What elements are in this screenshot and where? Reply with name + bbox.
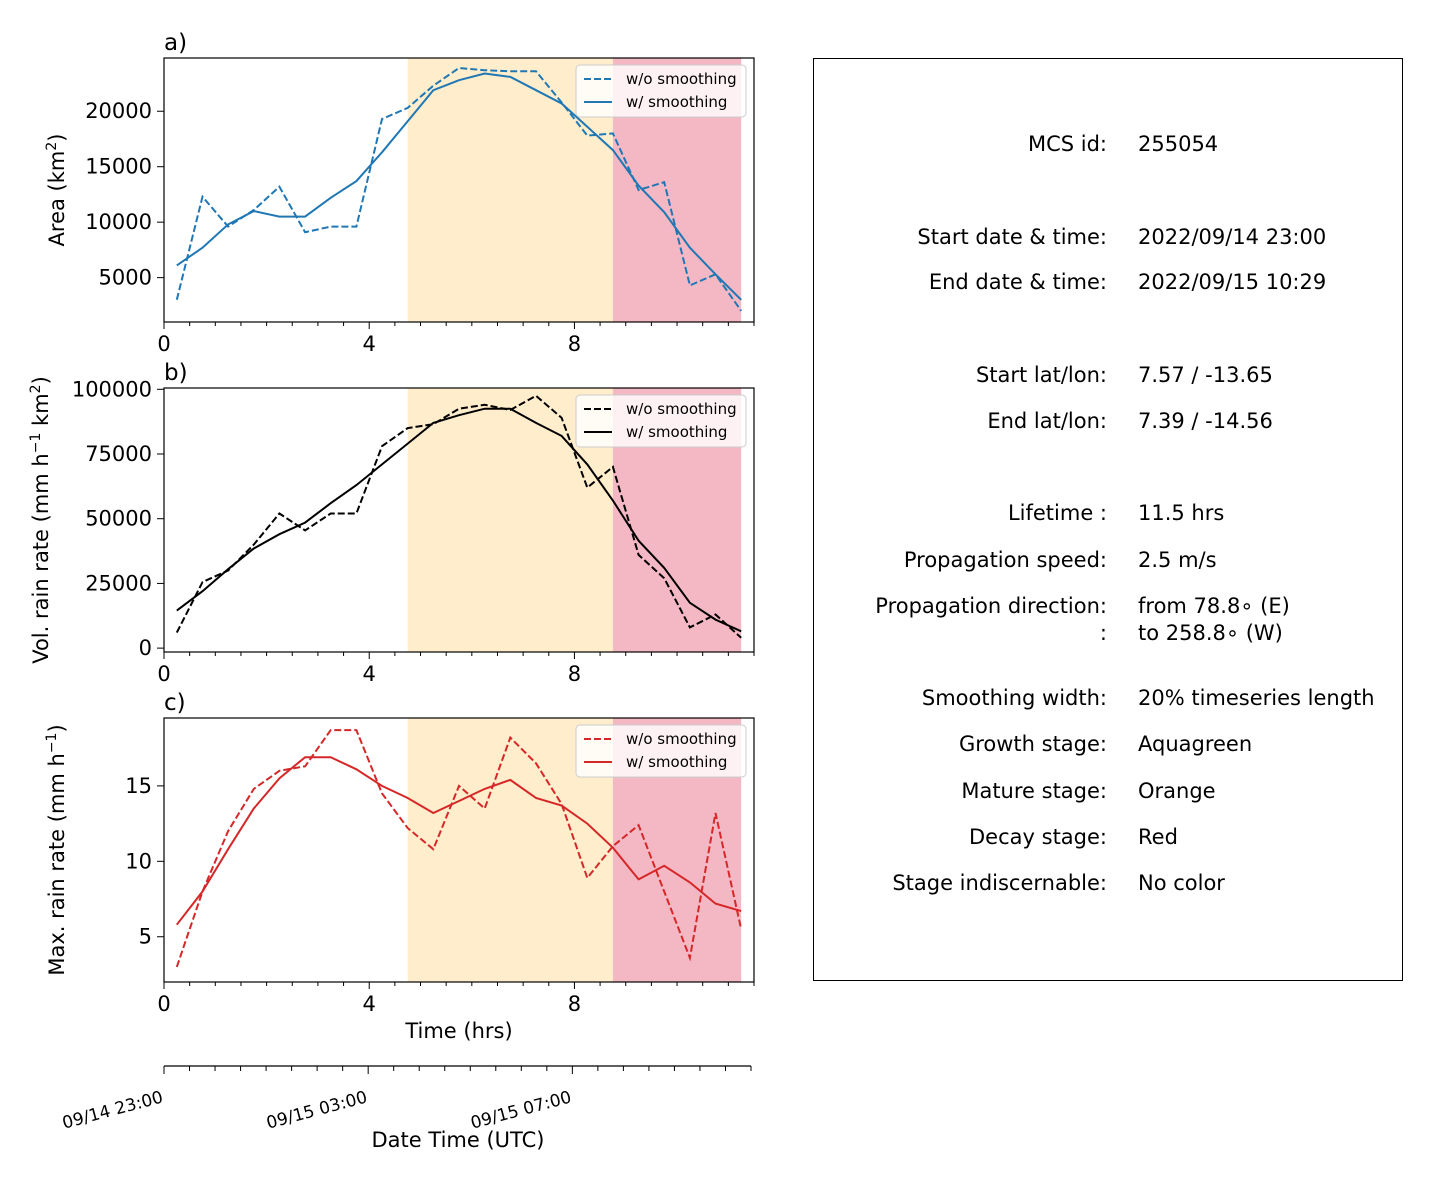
y-tick-label: 10 <box>125 849 152 873</box>
legend-box <box>575 64 747 118</box>
info-value: 2022/09/14 23:00 <box>1138 225 1327 249</box>
info-value: Red <box>1138 825 1178 849</box>
plot-frame <box>163 387 755 653</box>
info-value: to 258.8∘ (W) <box>1138 621 1283 645</box>
legend-box <box>575 394 747 448</box>
legend-entry: w/o smoothing <box>626 400 737 418</box>
datetime-axis-label: Date Time (UTC) <box>372 1128 545 1152</box>
info-value: 2022/09/15 10:29 <box>1138 270 1327 294</box>
y-tick-label: 5000 <box>99 266 152 290</box>
info-value: 7.39 / -14.56 <box>1138 409 1273 433</box>
y-axis-label: Area (km2) <box>44 134 69 247</box>
x-tick-label: 8 <box>568 662 581 686</box>
x-tick-label: 0 <box>157 662 170 686</box>
x-axis-label: Time (hrs) <box>404 1019 512 1043</box>
panel-label: a) <box>164 30 187 56</box>
info-label: End lat/lon: <box>987 409 1107 433</box>
info-label: : <box>1099 621 1107 645</box>
y-axis-label: Vol. rain rate (mm h−1 km2) <box>28 376 53 664</box>
series-line-smoothed <box>176 756 742 926</box>
info-label: Mature stage: <box>961 779 1107 803</box>
legend: w/o smoothing w/ smoothing <box>575 394 747 448</box>
y-tick-label: 15000 <box>85 155 152 179</box>
plot-frame <box>163 717 755 983</box>
legend-entry: w/ smoothing <box>626 753 727 771</box>
info-label: Start lat/lon: <box>975 363 1107 387</box>
x-tick-label: 0 <box>157 992 170 1016</box>
legend-box <box>575 724 747 778</box>
info-label: Smoothing width: <box>921 686 1107 710</box>
info-label: Growth stage: <box>958 732 1107 756</box>
info-label: End date & time: <box>928 270 1107 294</box>
info-label: Lifetime : <box>1007 501 1107 525</box>
x-tick-label: 4 <box>363 662 376 686</box>
info-value: No color <box>1138 871 1225 895</box>
info-label: MCS id: <box>1027 132 1107 156</box>
info-label: Decay stage: <box>969 825 1107 849</box>
y-tick-label: 75000 <box>85 442 152 466</box>
info-value: Aquagreen <box>1138 732 1253 756</box>
plot-frame <box>163 57 755 323</box>
info-value: 11.5 hrs <box>1138 501 1225 525</box>
info-value: 2.5 m/s <box>1138 548 1217 572</box>
series-line-raw <box>175 729 743 968</box>
x-tick-label: 4 <box>363 992 376 1016</box>
y-tick-label: 0 <box>139 636 152 660</box>
info-label: Propagation direction: <box>875 594 1107 618</box>
y-tick-label: 10000 <box>85 210 152 234</box>
info-value: Orange <box>1138 779 1216 803</box>
legend: w/o smoothing w/ smoothing <box>575 64 747 118</box>
chart-panel-3: 0 4 8 5 10 15 c) Max. rain rate (mm h−1) Time (h… <box>44 690 755 1043</box>
datetime-tick-label: 09/15 03:00 <box>264 1088 369 1134</box>
chart-panel-1: 0 4 8 5000 10000 15000 20000 a) Area (km2) w/o sm… <box>44 30 755 356</box>
legend-entry: w/ smoothing <box>626 423 727 441</box>
series-line-smoothed <box>176 72 742 301</box>
info-value: 20% timeseries length <box>1138 686 1375 710</box>
y-tick-label: 100000 <box>72 377 152 401</box>
info-label: Stage indiscernable: <box>892 871 1107 895</box>
x-tick-label: 8 <box>568 332 581 356</box>
datetime-tick-label: 09/15 07:00 <box>469 1088 574 1134</box>
info-value: from 78.8∘ (E) <box>1138 594 1290 618</box>
legend: w/o smoothing w/ smoothing <box>575 724 747 778</box>
panel-label: b) <box>164 360 188 386</box>
info-label: Propagation speed: <box>903 548 1107 572</box>
info-value: 255054 <box>1138 132 1219 156</box>
chart-panel-2: 0 4 8 0 25000 50000 75000 100000 b) Vol. rain rat… <box>28 360 755 686</box>
mcs-info-panel: MCS id: 255054 Start date & time: 2022/09/1… <box>813 58 1403 981</box>
y-tick-label: 15 <box>125 774 152 798</box>
x-tick-label: 4 <box>363 332 376 356</box>
y-tick-label: 25000 <box>85 571 152 595</box>
x-tick-label: 0 <box>157 332 170 356</box>
x-tick-label: 8 <box>568 992 581 1016</box>
info-label: Start date & time: <box>917 225 1107 249</box>
legend-entry: w/ smoothing <box>626 93 727 111</box>
panel-label: c) <box>164 690 186 716</box>
series-line-raw <box>175 394 742 639</box>
y-axis-label: Max. rain rate (mm h−1) <box>44 724 69 975</box>
legend-entry: w/o smoothing <box>626 70 737 88</box>
info-value: 7.57 / -13.65 <box>1138 363 1273 387</box>
series-line-smoothed <box>176 407 742 633</box>
legend-entry: w/o smoothing <box>626 730 737 748</box>
datetime-tick-label: 09/14 23:00 <box>60 1088 165 1134</box>
y-tick-label: 5 <box>139 925 152 949</box>
y-tick-label: 20000 <box>85 99 152 123</box>
y-tick-label: 50000 <box>85 507 152 531</box>
series-line-raw <box>175 66 743 312</box>
